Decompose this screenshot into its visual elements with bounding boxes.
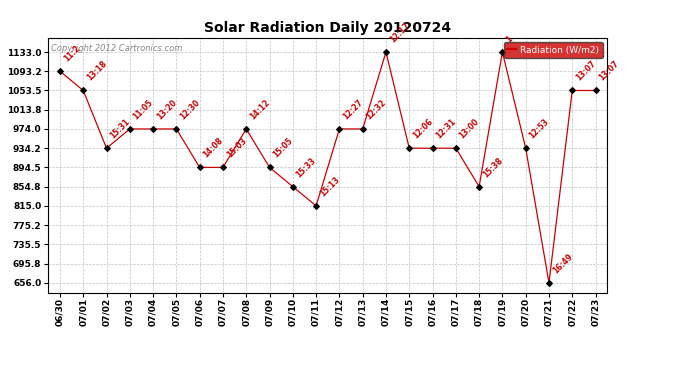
Text: 13:20: 13:20 — [155, 98, 179, 121]
Text: 15:38: 15:38 — [481, 156, 504, 179]
Legend: Radiation (W/m2): Radiation (W/m2) — [504, 42, 602, 58]
Point — [171, 126, 182, 132]
Point — [497, 49, 508, 55]
Text: 14:08: 14:08 — [201, 136, 225, 160]
Text: 12:32: 12:32 — [364, 98, 388, 121]
Point — [334, 126, 345, 132]
Point — [427, 145, 438, 151]
Point — [264, 164, 275, 170]
Text: 15:33: 15:33 — [295, 156, 318, 179]
Point — [287, 184, 298, 190]
Text: 15:03: 15:03 — [225, 136, 248, 160]
Text: 13:18: 13:18 — [85, 59, 108, 83]
Text: 12:30: 12:30 — [178, 98, 201, 121]
Text: 15:05: 15:05 — [271, 136, 295, 160]
Point — [101, 145, 112, 151]
Point — [217, 164, 228, 170]
Text: 14:12: 14:12 — [248, 98, 272, 121]
Text: 12:27: 12:27 — [342, 98, 365, 121]
Point — [451, 145, 462, 151]
Text: 12:06: 12:06 — [411, 117, 435, 141]
Point — [590, 87, 601, 93]
Text: 12:17: 12:17 — [388, 21, 411, 44]
Point — [566, 87, 578, 93]
Text: 11:2: 11:2 — [62, 44, 81, 64]
Text: 11:05: 11:05 — [132, 98, 155, 121]
Point — [380, 49, 391, 55]
Point — [78, 87, 89, 93]
Point — [241, 126, 252, 132]
Text: 15:13: 15:13 — [318, 175, 342, 198]
Text: 13:07: 13:07 — [598, 59, 621, 83]
Point — [194, 164, 205, 170]
Text: 13:07: 13:07 — [574, 59, 598, 83]
Point — [357, 126, 368, 132]
Text: 13:00: 13:00 — [457, 117, 481, 141]
Point — [148, 126, 159, 132]
Text: 15:31: 15:31 — [108, 117, 132, 141]
Text: 12:53: 12:53 — [528, 117, 551, 141]
Point — [520, 145, 531, 151]
Text: Copyright 2012 Cartronics.com: Copyright 2012 Cartronics.com — [51, 44, 182, 53]
Point — [55, 68, 66, 74]
Point — [310, 203, 322, 209]
Point — [124, 126, 135, 132]
Point — [404, 145, 415, 151]
Text: 1: 1 — [504, 34, 514, 44]
Point — [473, 184, 484, 190]
Point — [544, 280, 555, 286]
Text: 16:49: 16:49 — [551, 252, 574, 275]
Text: 12:31: 12:31 — [435, 117, 458, 141]
Title: Solar Radiation Daily 20120724: Solar Radiation Daily 20120724 — [204, 21, 451, 35]
